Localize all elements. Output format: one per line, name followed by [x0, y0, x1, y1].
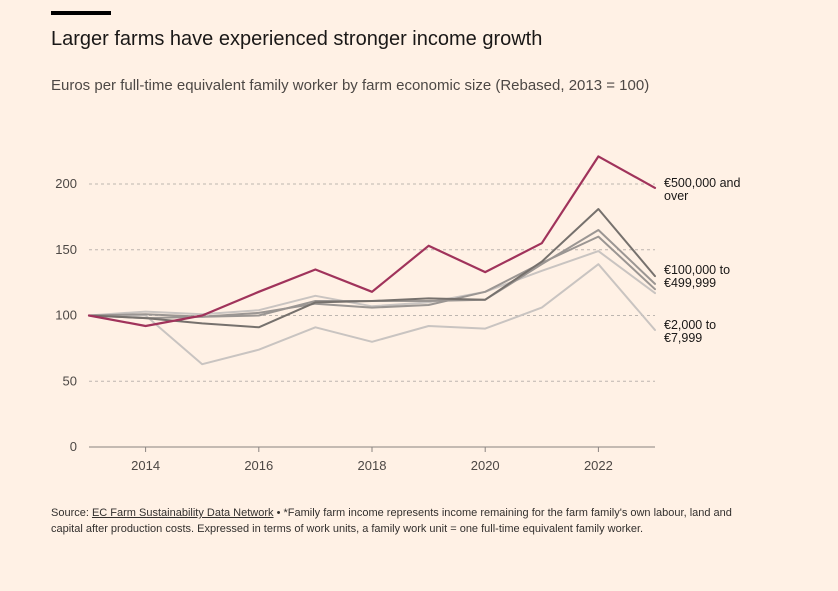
- x-tick-label: 2022: [584, 458, 613, 473]
- line-chart: 0 50 100 150 200 2014 2016 2018 2020 2022 €2,000 …: [55, 155, 741, 473]
- series-labels: €2,000 to€7,999 €100,000 to€499,999 €500,0…: [664, 176, 741, 345]
- footnote: • *Family farm income represents income …: [51, 507, 732, 535]
- series-end-label: €500,000 and: [664, 176, 741, 190]
- y-tick-label: 100: [55, 308, 77, 323]
- series-line-6: [87, 155, 657, 328]
- x-tick-label: 2014: [131, 458, 160, 473]
- y-tick-label: 0: [70, 439, 77, 454]
- x-tick-label: 2018: [358, 458, 387, 473]
- series-end-label: €499,999: [664, 276, 716, 290]
- series-line-5: [88, 208, 656, 329]
- series-line-1: [88, 263, 656, 366]
- series-end-label: €100,000 to: [664, 263, 730, 277]
- series-line-3: [88, 235, 656, 318]
- axes: 0 50 100 150 200 2014 2016 2018 2020 2022: [55, 176, 655, 473]
- source-prefix: Source:: [51, 507, 92, 519]
- y-tick-label: 150: [55, 242, 77, 257]
- series-lines: [87, 155, 657, 366]
- series-end-label: €7,999: [664, 331, 702, 345]
- gridlines: [89, 183, 655, 382]
- chart-footer: Source: EC Farm Sustainability Data Netw…: [51, 506, 761, 537]
- y-tick-label: 50: [63, 373, 77, 388]
- brand-bar: [51, 11, 111, 15]
- x-tick-label: 2016: [244, 458, 273, 473]
- series-line-2: [88, 250, 656, 317]
- series-line-4: [88, 229, 656, 320]
- series-end-label: over: [664, 189, 688, 203]
- chart-subtitle: Euros per full-time equivalent family wo…: [51, 77, 650, 94]
- series-end-label: €2,000 to: [664, 318, 716, 332]
- x-tick-label: 2020: [471, 458, 500, 473]
- chart-title: Larger farms have experienced stronger i…: [51, 28, 543, 50]
- source-link[interactable]: EC Farm Sustainability Data Network: [91, 507, 274, 519]
- y-tick-label: 200: [55, 176, 77, 191]
